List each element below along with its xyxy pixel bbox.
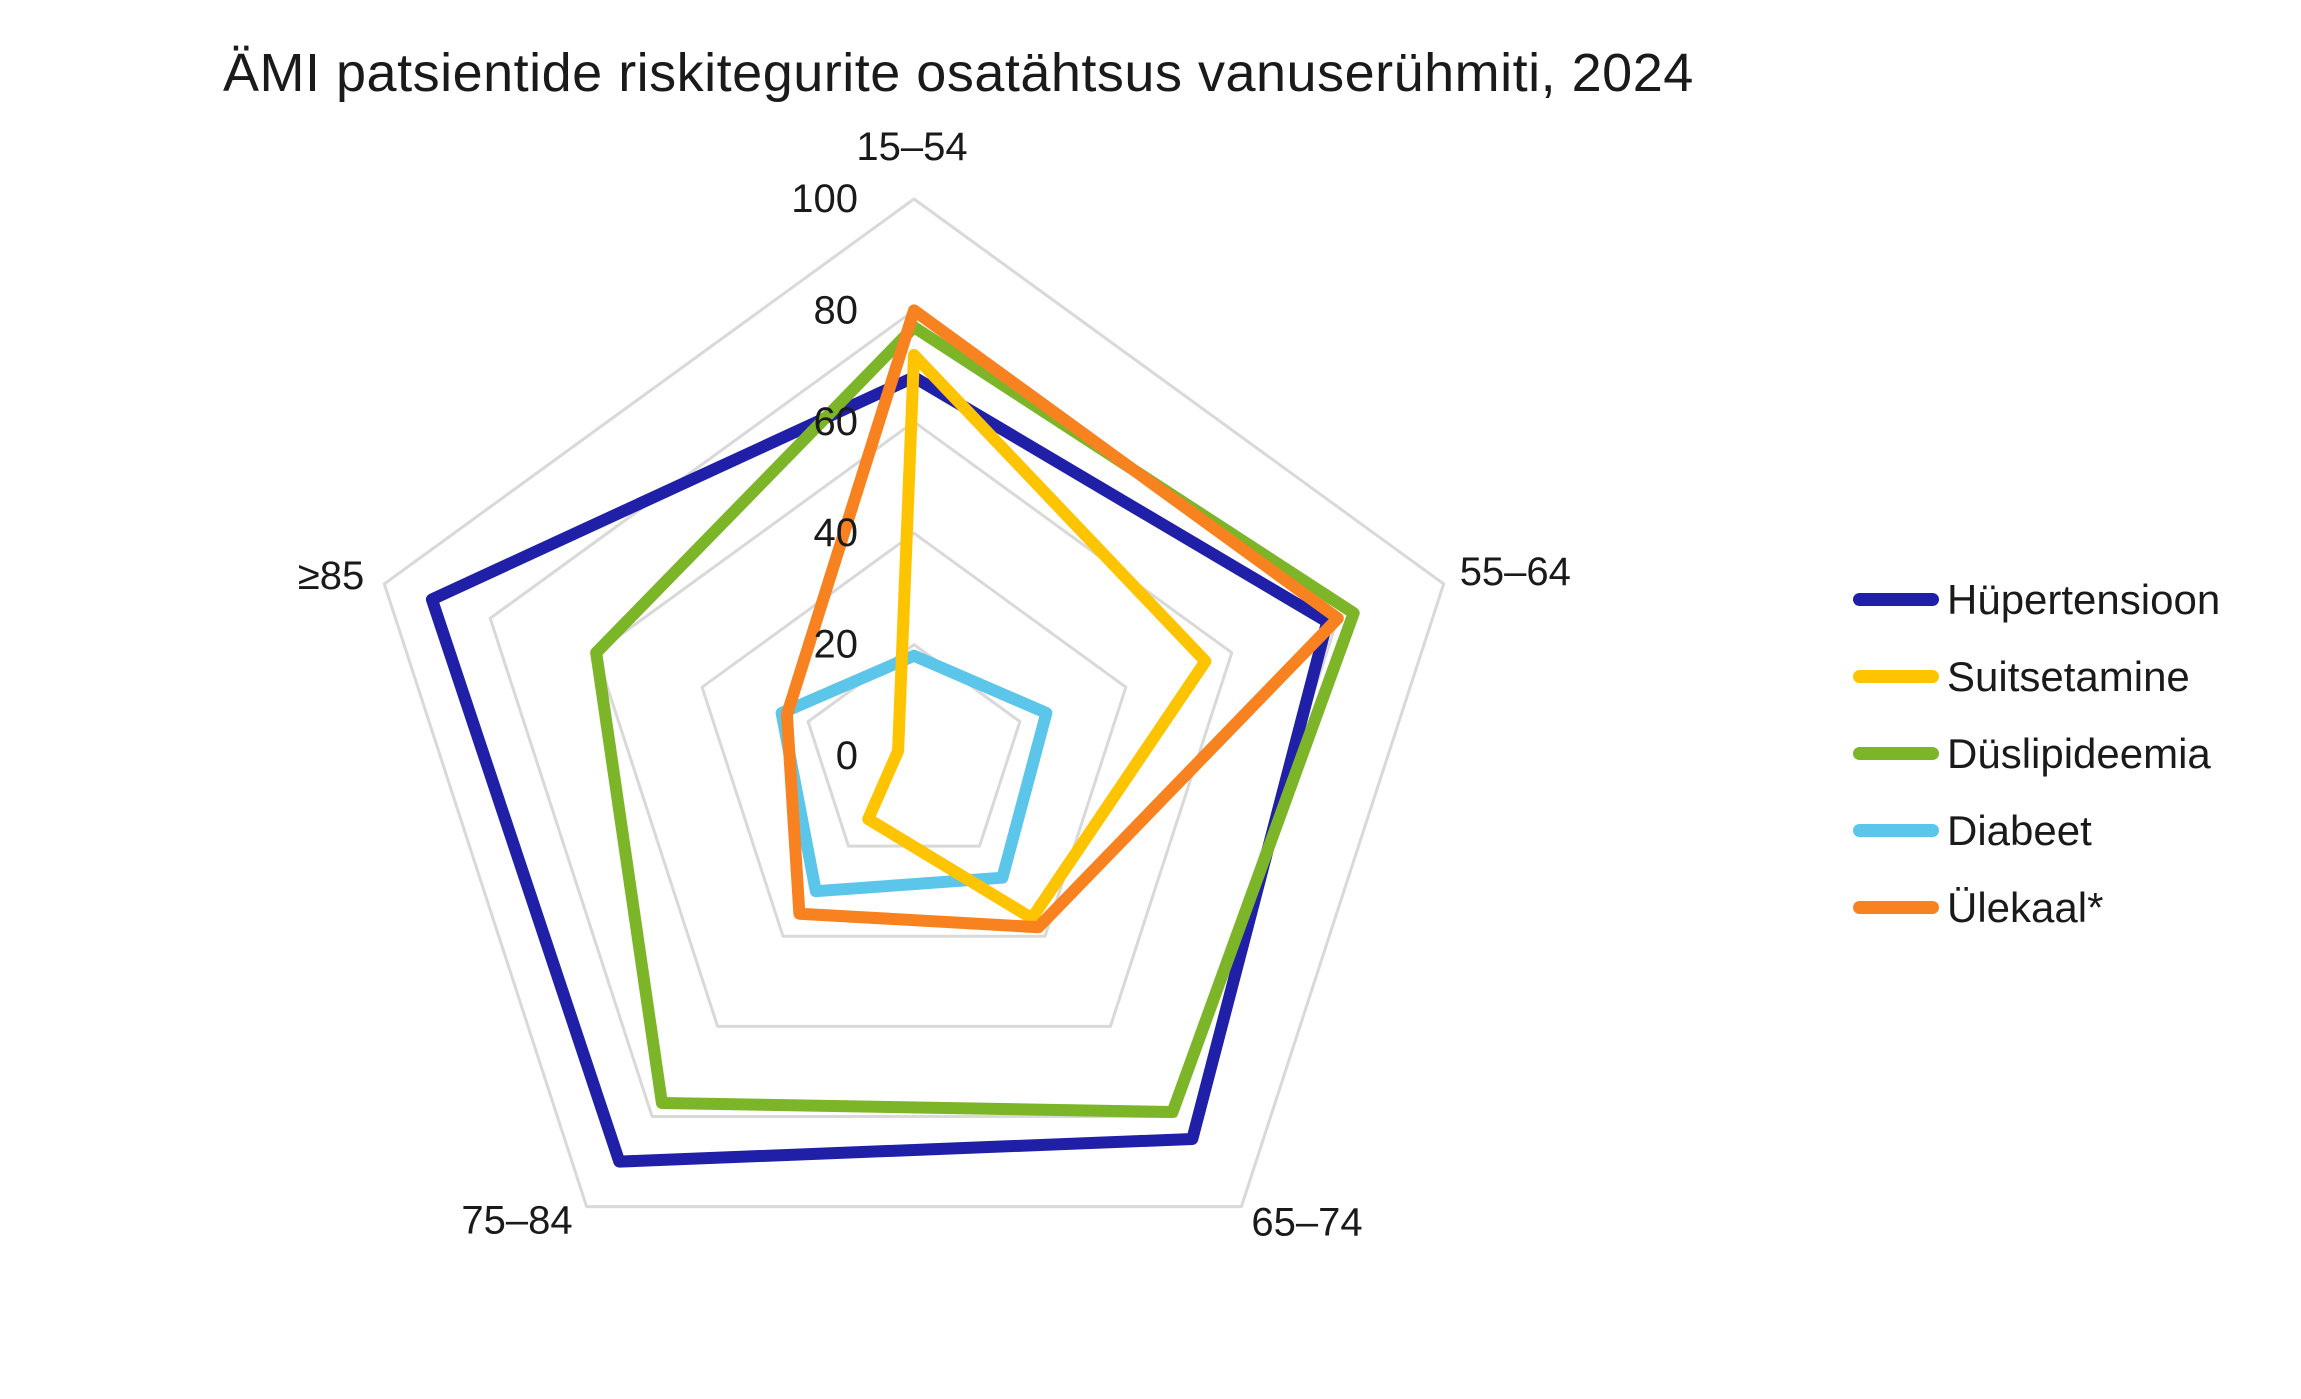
- series-polygon-lekaal: [780, 304, 1344, 934]
- series-polygon-h-pertensioon: [425, 371, 1334, 1168]
- legend-label-diabeet: Diabeet: [1947, 806, 2092, 854]
- tick-label-20: 20: [814, 623, 859, 667]
- legend-swatch-d-slipideemia: [1853, 747, 1939, 760]
- radar-gridline-100: [382, 197, 1446, 1209]
- legend-swatch-lekaal: [1853, 901, 1939, 914]
- legend-swatch-suitsetamine: [1853, 670, 1939, 683]
- legend-item-h-pertensioon: Hüpertensioon: [1853, 561, 2220, 638]
- radar-gridline-40: [700, 531, 1128, 938]
- axis-label-85: ≥85: [298, 554, 364, 598]
- axis-label-65-74: 65–74: [1251, 1201, 1362, 1245]
- legend-swatch-h-pertensioon: [1853, 593, 1939, 606]
- tick-label-80: 80: [814, 288, 859, 332]
- legend-swatch-diabeet: [1853, 824, 1939, 837]
- legend-item-suitsetamine: Suitsetamine: [1853, 638, 2220, 715]
- tick-label-40: 40: [814, 511, 859, 555]
- series-polygon-diabeet: [775, 649, 1053, 898]
- series-polygon-suitsetamine: [862, 349, 1212, 925]
- legend-label-lekaal: Ülekaal*: [1947, 883, 2104, 931]
- tick-label-60: 60: [814, 400, 859, 444]
- tick-label-0: 0: [836, 734, 858, 778]
- chart-title: ÄMI patsientide riskitegurite osatähtsus…: [223, 43, 1694, 103]
- axis-label-15-54: 15–54: [856, 125, 967, 169]
- legend-label-suitsetamine: Suitsetamine: [1947, 652, 2190, 700]
- tick-label-100: 100: [791, 177, 858, 221]
- series-polygon-d-slipideemia: [590, 321, 1360, 1118]
- legend-label-h-pertensioon: Hüpertensioon: [1947, 575, 2221, 623]
- legend-item-d-slipideemia: Düslipideemia: [1853, 715, 2220, 792]
- legend: Hüpertensioon Suitsetamine Düslipideemia Di…: [1853, 561, 2220, 946]
- legend-item-diabeet: Diabeet: [1853, 792, 2220, 869]
- legend-label-d-slipideemia: Düslipideemia: [1947, 729, 2211, 777]
- legend-item-lekaal: Ülekaal*: [1853, 869, 2220, 946]
- radar-gridline-60: [594, 420, 1234, 1028]
- axis-label-55-64: 55–64: [1460, 550, 1571, 594]
- axis-label-75-84: 75–84: [461, 1199, 572, 1243]
